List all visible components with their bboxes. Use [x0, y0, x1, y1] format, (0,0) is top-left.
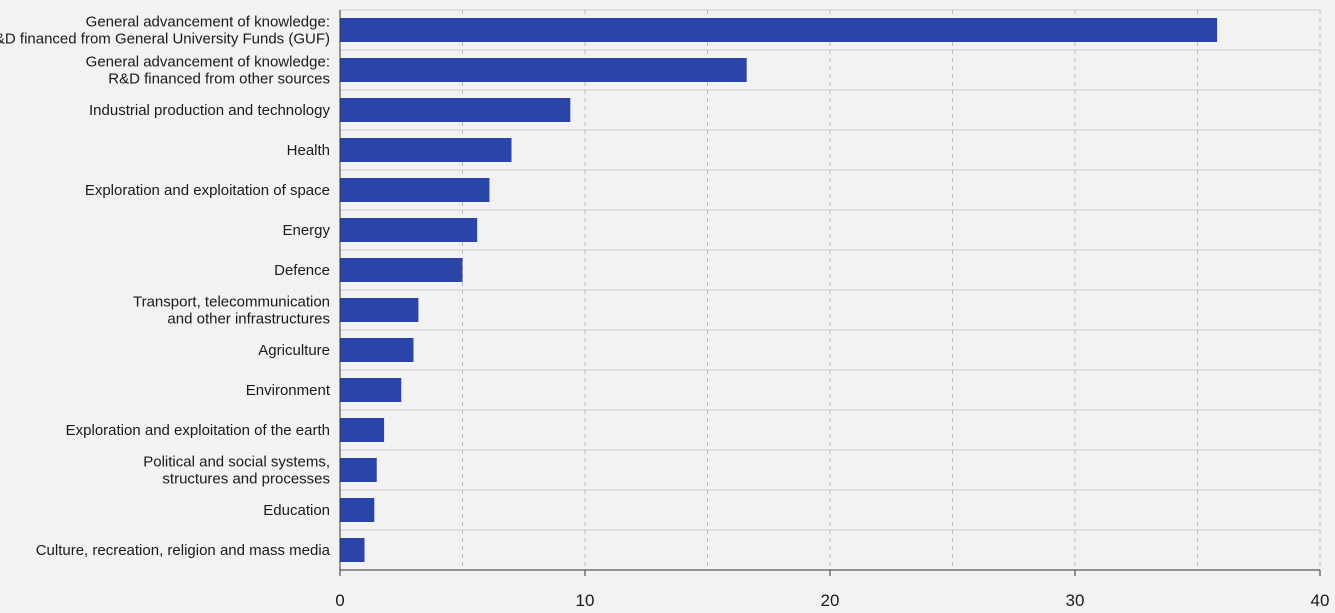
- category-label-line: Energy: [282, 222, 330, 239]
- x-axis: 0 10 20 30 40: [335, 10, 1329, 610]
- grid-lines: [340, 9, 1321, 570]
- category-label-line: Industrial production and technology: [89, 102, 330, 119]
- x-tick-label: 0: [335, 591, 344, 610]
- category-label-line: structures and processes: [162, 471, 330, 488]
- bar: [340, 18, 1218, 42]
- category-label-line: Defence: [274, 262, 330, 279]
- category-labels: General advancement of knowledge: R&D fin…: [0, 14, 331, 560]
- category-label: Exploration and exploitation of space: [85, 182, 330, 199]
- bar: [340, 258, 463, 282]
- category-label-line: R&D financed from other sources: [108, 71, 330, 88]
- bar: [340, 418, 385, 442]
- category-label-line: Agriculture: [258, 342, 330, 359]
- bar: [340, 58, 747, 82]
- category-label-line: Health: [287, 142, 330, 159]
- bar: [340, 218, 478, 242]
- category-label: Transport, telecommunication and other in…: [133, 294, 330, 328]
- category-label-line: and other infrastructures: [167, 311, 330, 328]
- category-label: Culture, recreation, religion and mass m…: [36, 542, 331, 559]
- category-label-line: General advancement of knowledge:: [86, 14, 330, 31]
- category-label: Exploration and exploitation of the eart…: [66, 422, 330, 439]
- category-label-line: General advancement of knowledge:: [86, 54, 330, 71]
- category-label: Agriculture: [258, 342, 330, 359]
- bar: [340, 98, 571, 122]
- bar: [340, 338, 414, 362]
- category-label: Political and social systems, structures …: [143, 454, 330, 488]
- category-label-line: Exploration and exploitation of the eart…: [66, 422, 330, 439]
- category-label: General advancement of knowledge: R&D fin…: [0, 14, 330, 48]
- bar: [340, 498, 375, 522]
- category-label-line: Political and social systems,: [143, 454, 330, 471]
- category-label: Environment: [246, 382, 331, 399]
- category-label-line: Environment: [246, 382, 331, 399]
- category-label: Energy: [282, 222, 330, 239]
- category-label: Industrial production and technology: [89, 102, 330, 119]
- bar: [340, 538, 365, 562]
- x-tick-label: 10: [576, 591, 595, 610]
- category-label-line: Transport, telecommunication: [133, 294, 330, 311]
- category-label-line: Culture, recreation, religion and mass m…: [36, 542, 331, 559]
- category-label-line: R&D financed from General University Fun…: [0, 31, 330, 48]
- x-tick-label: 30: [1066, 591, 1085, 610]
- category-label: Defence: [274, 262, 330, 279]
- bar: [340, 378, 402, 402]
- category-label-line: Education: [263, 502, 330, 519]
- bar: [340, 298, 419, 322]
- category-label: Health: [287, 142, 330, 159]
- category-label: Education: [263, 502, 330, 519]
- x-tick-label: 40: [1311, 591, 1330, 610]
- bar: [340, 178, 490, 202]
- category-label: General advancement of knowledge: R&D fin…: [86, 54, 330, 88]
- x-tick-label: 20: [821, 591, 840, 610]
- category-label-line: Exploration and exploitation of space: [85, 182, 330, 199]
- bar: [340, 138, 512, 162]
- bar: [340, 458, 377, 482]
- bars: [340, 18, 1218, 562]
